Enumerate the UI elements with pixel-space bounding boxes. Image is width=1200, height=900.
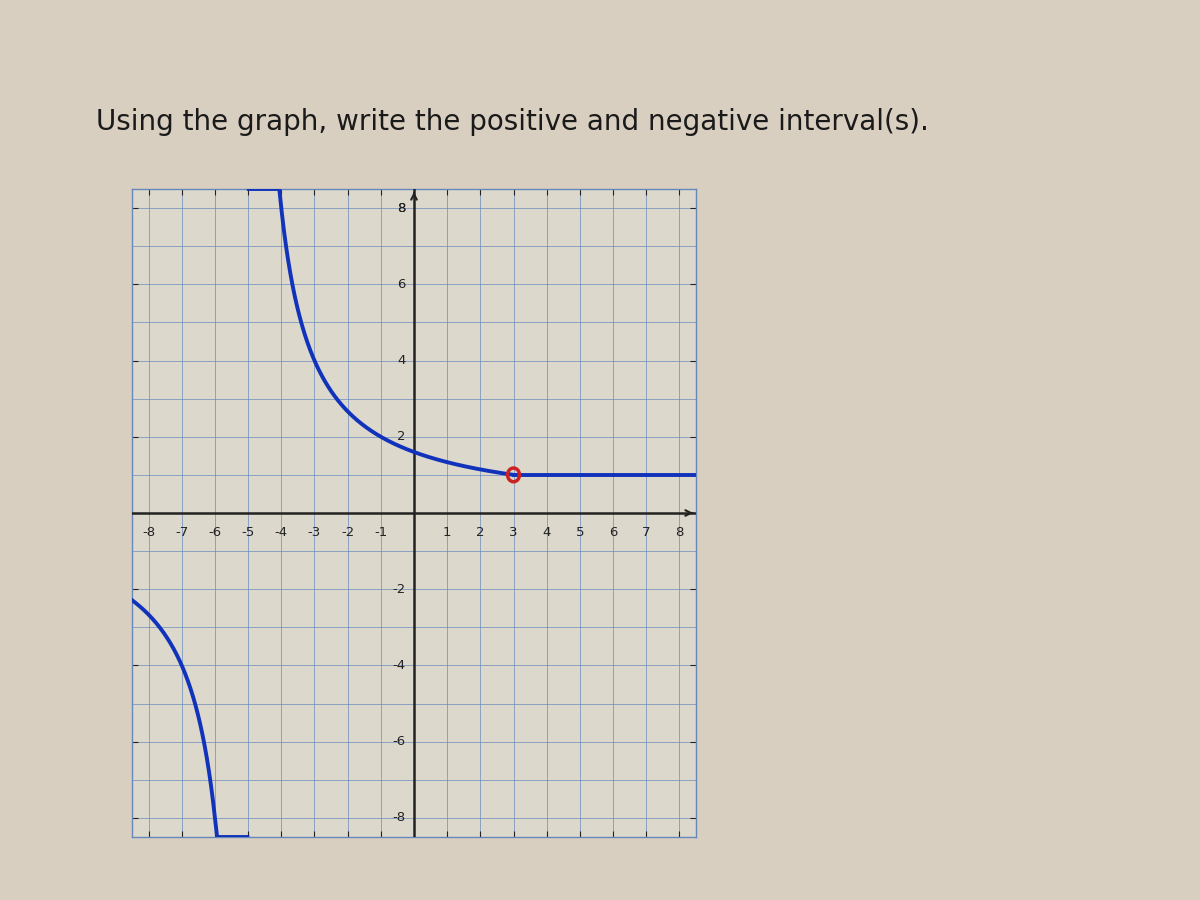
- Text: 8: 8: [397, 202, 406, 214]
- Text: -6: -6: [392, 735, 406, 748]
- Text: 7: 7: [642, 526, 650, 539]
- Text: 5: 5: [576, 526, 584, 539]
- Text: -2: -2: [392, 582, 406, 596]
- Text: 3: 3: [509, 526, 517, 539]
- Text: -1: -1: [374, 526, 388, 539]
- Text: 6: 6: [608, 526, 617, 539]
- Text: -4: -4: [392, 659, 406, 672]
- Text: -2: -2: [341, 526, 354, 539]
- Text: -8: -8: [142, 526, 155, 539]
- Text: 2: 2: [476, 526, 485, 539]
- Text: -5: -5: [241, 526, 254, 539]
- Text: 4: 4: [542, 526, 551, 539]
- Text: -8: -8: [392, 812, 406, 824]
- Text: -7: -7: [175, 526, 188, 539]
- Text: -3: -3: [308, 526, 322, 539]
- Text: -6: -6: [209, 526, 222, 539]
- Text: 1: 1: [443, 526, 451, 539]
- Text: 4: 4: [397, 354, 406, 367]
- Text: 8: 8: [676, 526, 684, 539]
- Text: 2: 2: [397, 430, 406, 444]
- Text: -4: -4: [275, 526, 288, 539]
- Text: 8: 8: [397, 202, 406, 214]
- Text: 6: 6: [397, 278, 406, 291]
- Text: Using the graph, write the positive and negative interval(s).: Using the graph, write the positive and …: [96, 108, 929, 136]
